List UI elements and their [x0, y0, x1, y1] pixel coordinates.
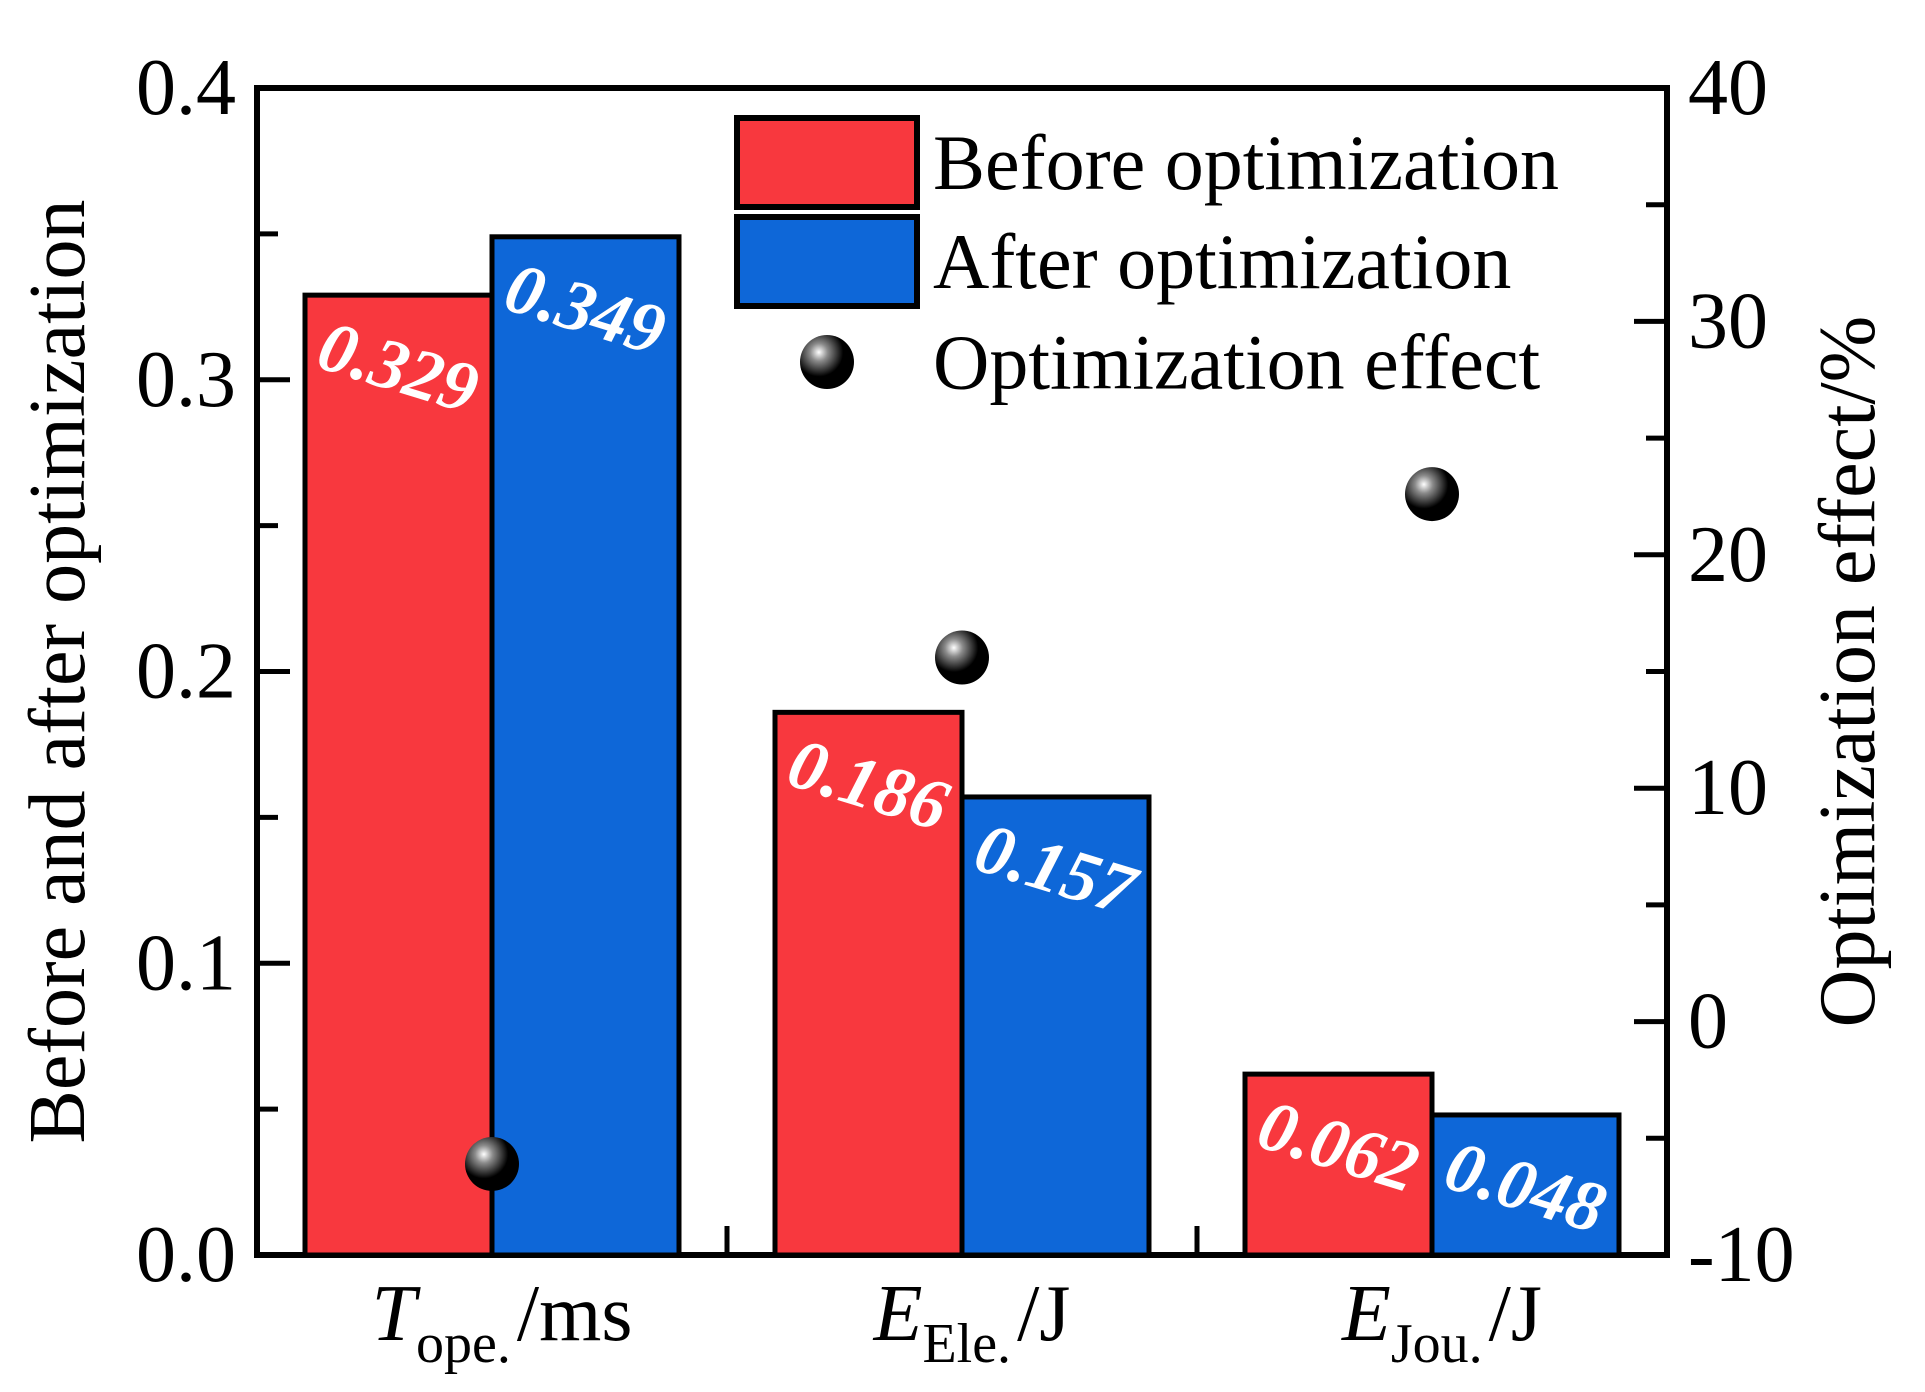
bar-before-group-2 [1242, 1071, 1435, 1258]
bar-before-group-0 [302, 292, 495, 1258]
left-axis-tick-label: 0.4 [136, 44, 236, 132]
x-category-label-1: EEle./J [873, 1270, 1071, 1375]
bar-before-group-1 [772, 709, 965, 1258]
legend-swatch-0 [734, 115, 920, 210]
optimization-effect-dot-1 [935, 630, 989, 685]
left-axis-tick-label: 0.3 [136, 336, 236, 424]
left-axis-title: Before and after optimization [14, 199, 102, 1143]
right-axis-tick-label: 40 [1688, 44, 1768, 132]
left-axis-tick-label: 0.1 [136, 919, 236, 1007]
left-axis-tick-label: 0.0 [136, 1211, 236, 1299]
bar-after-group-1 [959, 794, 1152, 1258]
right-axis-tick-label: 0 [1688, 978, 1728, 1066]
right-axis-title: Optimization effect/% [1804, 316, 1892, 1028]
x-category-label-0: Tope./ms [372, 1270, 633, 1375]
x-category-label-2: EJou./J [1341, 1270, 1542, 1375]
optimization-effect-dot-0 [465, 1136, 519, 1191]
legend-label-0: Before optimization [933, 119, 1559, 206]
legend-swatch-1 [734, 214, 920, 309]
right-axis-tick-label: -10 [1688, 1211, 1795, 1299]
right-axis-tick-label: 30 [1688, 277, 1768, 365]
optimization-effect-dot-2 [1405, 467, 1459, 522]
legend-label-2: Optimization effect [933, 319, 1540, 406]
legend-label-1: After optimization [933, 218, 1511, 305]
right-axis-tick-label: 10 [1688, 744, 1768, 832]
bar-after-group-0 [489, 234, 682, 1258]
right-axis-tick-label: 20 [1688, 511, 1768, 599]
legend-ball-marker [800, 335, 854, 389]
bar-after-group-2 [1429, 1112, 1622, 1258]
left-axis-tick-label: 0.2 [136, 628, 236, 716]
